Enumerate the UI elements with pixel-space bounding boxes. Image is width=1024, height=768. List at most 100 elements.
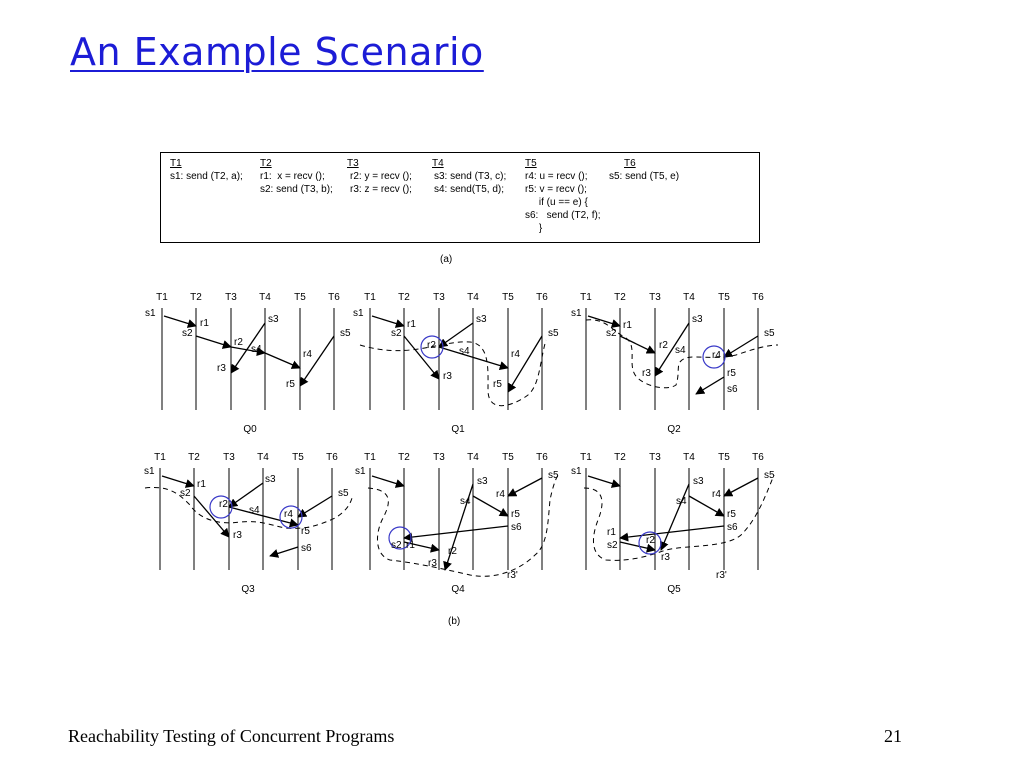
event-label: r3 — [233, 530, 242, 541]
event-label: s5 — [338, 488, 349, 499]
message-arrow — [297, 495, 333, 518]
code-line: } — [525, 223, 543, 234]
thread-label: T2 — [398, 452, 410, 463]
code-line: r1: x = recv (); — [260, 171, 325, 182]
footer-title: Reachability Testing of Concurrent Progr… — [68, 726, 395, 746]
event-label: s2 — [391, 540, 402, 551]
message-arrow — [688, 495, 725, 517]
event-label: r5 — [727, 509, 736, 520]
panel-q5: T1 T2 T3 T4 T5 T6 s1 r1 s2 r2 r3 s3 s4 r4 r5 s6 s5 r3' Q5 — [571, 452, 775, 595]
message-arrow — [403, 335, 440, 380]
message-arrow — [371, 475, 405, 488]
code-line: r5: v = recv (); — [525, 184, 587, 195]
thread-label: T3 — [433, 452, 445, 463]
event-label: s2 — [182, 328, 193, 339]
thread-label: T6 — [536, 292, 548, 303]
event-label: s6 — [727, 522, 738, 533]
thread-label: T5 — [718, 452, 730, 463]
message-arrow — [587, 475, 621, 488]
event-label: r2 — [646, 535, 655, 546]
message-arrow — [507, 477, 543, 497]
event-label: r3' — [507, 570, 518, 581]
highlight-circle — [388, 526, 412, 550]
event-label: s1 — [145, 308, 156, 319]
message-arrow — [723, 335, 759, 358]
event-label: r5 — [493, 379, 502, 390]
thread-label: T6 — [326, 452, 338, 463]
event-label: s4 — [460, 496, 471, 507]
event-label: s6 — [727, 384, 738, 395]
panel-q1: T1 T2 T3 T4 T5 T6 s1 r1 s2 r2 r3 s3 s4 r4 s5 r5 Q1 — [353, 292, 559, 435]
event-label: r2 — [234, 337, 243, 348]
message-arrow — [587, 315, 621, 328]
panel-name: Q5 — [667, 584, 681, 595]
thread-label: T4 — [467, 452, 479, 463]
message-arrow — [438, 322, 474, 348]
event-label: r3 — [443, 371, 452, 382]
event-label: s2 — [606, 328, 617, 339]
thread-label: T3 — [225, 292, 237, 303]
event-label: r5 — [301, 526, 310, 537]
highlight-circle — [420, 335, 444, 359]
event-label: r3 — [661, 552, 670, 563]
panel-name: Q0 — [243, 424, 257, 435]
thread-label: T4 — [257, 452, 269, 463]
thread-label: T4 — [259, 292, 271, 303]
message-arrow — [403, 525, 509, 542]
slide-title: An Example Scenario — [70, 30, 484, 74]
thread-label: T5 — [502, 292, 514, 303]
event-label: r2 — [219, 499, 228, 510]
panel-q3: T1 T2 T3 T4 T5 T6 s1 r1 s2 r2 r3 s3 s4 r4 r5 s5 s6 Q3 — [144, 452, 353, 595]
code-line: r2: y = recv (); — [350, 171, 412, 182]
thread-label: T1 — [156, 292, 168, 303]
event-label: r3 — [428, 558, 437, 569]
thread-label: T4 — [683, 292, 695, 303]
panel-q2: T1 T2 T3 T4 T5 T6 s1 r1 s2 r2 r3 s3 s4 r4 r5 s5 s6 Q2 — [571, 292, 779, 435]
message-arrow — [195, 335, 232, 349]
thread-label: T5 — [718, 292, 730, 303]
event-label: s2 — [607, 540, 618, 551]
event-label: r4 — [712, 350, 721, 361]
event-label: r5 — [286, 379, 295, 390]
event-label: s1 — [355, 466, 366, 477]
event-label: s3 — [693, 476, 704, 487]
event-label: r5 — [511, 509, 520, 520]
cut-line — [144, 486, 353, 529]
code-line: s5: send (T5, e) — [609, 171, 680, 182]
event-label: s4 — [459, 346, 470, 357]
thread-label: T1 — [364, 292, 376, 303]
thread-label: T6 — [328, 292, 340, 303]
event-label: r2 — [448, 546, 457, 557]
thread-label: T5 — [292, 452, 304, 463]
message-arrow — [161, 475, 195, 488]
thread-label: T2 — [398, 292, 410, 303]
message-arrow — [230, 322, 266, 374]
code-line: s6: send (T2, f); — [525, 210, 601, 221]
thread-label: T2 — [614, 292, 626, 303]
event-label: s1 — [571, 308, 582, 319]
page-number: 21 — [884, 726, 902, 746]
message-arrow — [438, 346, 509, 370]
highlight-circle — [702, 345, 726, 369]
event-label: r1 — [197, 479, 206, 490]
event-label: r3 — [217, 363, 226, 374]
cut-line — [359, 339, 547, 407]
code-head-t4: T4 — [432, 158, 444, 169]
event-label: r1 — [623, 320, 632, 331]
event-label: s3 — [476, 314, 487, 325]
message-arrow — [163, 315, 197, 328]
event-label: s3 — [265, 474, 276, 485]
highlight-circle — [279, 505, 303, 529]
message-arrow — [299, 335, 335, 387]
thread-label: T4 — [467, 292, 479, 303]
caption-b: (b) — [448, 616, 461, 627]
code-head-t2: T2 — [260, 158, 272, 169]
panel-name: Q1 — [451, 424, 465, 435]
event-label: r4 — [284, 509, 293, 520]
code-head-t3: T3 — [347, 158, 359, 169]
event-label: r2 — [427, 340, 436, 351]
code-head-t5: T5 — [525, 158, 537, 169]
event-label: s3 — [268, 314, 279, 325]
code-head-t6: T6 — [624, 158, 636, 169]
thread-label: T3 — [433, 292, 445, 303]
